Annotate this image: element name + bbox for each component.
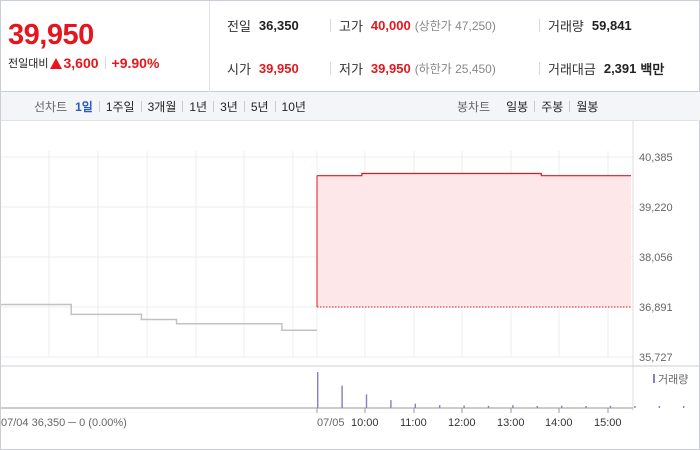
volume-legend-swatch <box>653 374 655 383</box>
high-label: 고가 <box>339 18 363 34</box>
y-tick-label: 39,220 <box>639 202 673 214</box>
volume-bar <box>414 403 416 408</box>
divider <box>104 57 106 69</box>
volume-value: 59,841 <box>591 17 632 33</box>
volume-bar <box>634 406 636 408</box>
tab-weekly-candle[interactable]: 주봉 <box>541 100 564 114</box>
change-row: 전일대비 3,600 +9.90% <box>8 53 159 73</box>
volume-bar <box>561 405 563 408</box>
volume-legend: 거래량 <box>653 373 688 386</box>
y-tick-label: 40,385 <box>639 152 673 164</box>
y-axis-ticks: 40,385 39,220 38,056 36,891 35,727 <box>639 152 673 364</box>
divider <box>182 101 184 112</box>
prev-close-label: 전일 <box>227 18 251 34</box>
volume-bar <box>341 385 343 408</box>
prev-close-value: 36,350 <box>258 17 299 33</box>
line-chart-title: 선차트 <box>34 100 68 114</box>
divider <box>539 19 540 32</box>
today-price-line <box>317 172 631 177</box>
divider <box>330 62 331 75</box>
volume-bar <box>390 400 392 408</box>
amount-label: 거래대금 <box>548 61 596 77</box>
up-triangle-icon <box>50 57 63 69</box>
volume-bar <box>512 405 514 408</box>
volume-bar <box>658 406 660 408</box>
candle-chart-tab-group: 봉차트 일봉 주봉 월봉 <box>457 92 598 121</box>
x-tick-label: 11:00 <box>400 417 427 429</box>
volume-bar <box>487 405 490 408</box>
chart-period-tabs: 선차트 1일 1주일 3개월 1년 3년 5년 10년 봉차트 일봉 주봉 월봉 <box>1 92 700 121</box>
divider <box>98 101 100 112</box>
open-label: 시가 <box>227 61 251 77</box>
y-tick-label: 35,727 <box>639 352 673 364</box>
x-tick-label: 10:00 <box>351 417 379 429</box>
x-tick-label: 12:00 <box>448 417 476 429</box>
base-price-label: 07/04 36,350 ─ 0 (0.00%) <box>1 417 127 429</box>
price-summary: 39,950 전일대비 3,600 +9.90% 전일 36,350 고가 40… <box>1 1 700 92</box>
tab-monthly-candle[interactable]: 월봉 <box>576 100 599 114</box>
divider <box>274 101 276 112</box>
lower-limit-note: (하한가 25,450) <box>414 61 496 76</box>
volume-bar <box>317 372 319 408</box>
tab-1w[interactable]: 1주일 <box>105 100 135 114</box>
volume-bars <box>317 372 685 408</box>
tab-10y[interactable]: 10년 <box>281 100 306 114</box>
x-axis-ticks: 07/05 10:00 11:00 12:00 13:00 14:00 15:00 <box>316 408 622 429</box>
change-percent: +9.90% <box>111 55 160 71</box>
current-price: 39,950 <box>8 19 94 51</box>
divider <box>330 19 331 32</box>
low-value: 39,950 <box>370 60 411 76</box>
x-tick-label: 15:00 <box>594 417 622 429</box>
volume-stat: 거래량 59,841 <box>548 15 632 35</box>
volume-bar <box>365 394 368 408</box>
open-stat: 시가 39,950 <box>227 58 299 78</box>
today-series <box>316 172 631 308</box>
divider <box>140 101 142 112</box>
amount-unit: 백만 <box>640 61 665 77</box>
volume-bar <box>536 406 538 408</box>
divider <box>569 101 571 112</box>
tab-3m[interactable]: 3개월 <box>147 100 177 114</box>
change-value: 3,600 <box>63 55 99 71</box>
intraday-chart: 40,385 39,220 38,056 36,891 35,727 07/05 10:0… <box>1 121 700 429</box>
x-tick-label: 07/05 <box>317 417 345 429</box>
prev-day-series <box>1 303 317 331</box>
amount-value: 2,391 <box>603 60 637 76</box>
upper-limit-note: (상한가 47,250) <box>414 18 496 33</box>
low-label: 저가 <box>339 61 363 77</box>
volume-label: 거래량 <box>548 18 584 34</box>
tab-1y[interactable]: 1년 <box>189 100 208 114</box>
y-tick-label: 36,891 <box>639 302 673 314</box>
candle-chart-title: 봉차트 <box>457 100 491 114</box>
volume-bar <box>683 406 685 408</box>
x-tick-label: 14:00 <box>545 417 573 429</box>
high-stat: 고가 40,000 (상한가 47,250) <box>339 15 496 35</box>
divider <box>539 62 540 75</box>
y-tick-label: 38,056 <box>639 252 673 264</box>
volume-bar <box>609 405 612 408</box>
tab-5y[interactable]: 5년 <box>250 100 269 114</box>
volume-legend-label: 거래량 <box>658 373 688 386</box>
today-area-fill <box>317 173 631 308</box>
change-label: 전일대비 <box>8 58 49 70</box>
tab-3y[interactable]: 3년 <box>220 100 238 114</box>
high-value: 40,000 <box>370 17 411 33</box>
divider <box>213 101 215 112</box>
open-value: 39,950 <box>258 60 299 76</box>
prev-close-stat: 전일 36,350 <box>227 15 299 35</box>
divider <box>243 101 245 112</box>
tab-daily-candle[interactable]: 일봉 <box>506 100 529 114</box>
prev-day-line <box>1 303 317 331</box>
tab-1d[interactable]: 1일 <box>75 100 93 114</box>
line-chart-tab-group: 선차트 1일 1주일 3개월 1년 3년 5년 10년 <box>34 92 306 121</box>
low-stat: 저가 39,950 (하한가 25,450) <box>339 58 496 78</box>
current-price-box: 39,950 전일대비 3,600 +9.90% <box>1 1 210 92</box>
volume-bar <box>439 405 441 408</box>
divider <box>534 101 536 112</box>
amount-stat: 거래대금 2,391 백만 <box>548 58 664 78</box>
volume-bar <box>585 406 587 408</box>
x-tick-label: 13:00 <box>497 417 525 429</box>
volume-bar <box>463 405 465 408</box>
